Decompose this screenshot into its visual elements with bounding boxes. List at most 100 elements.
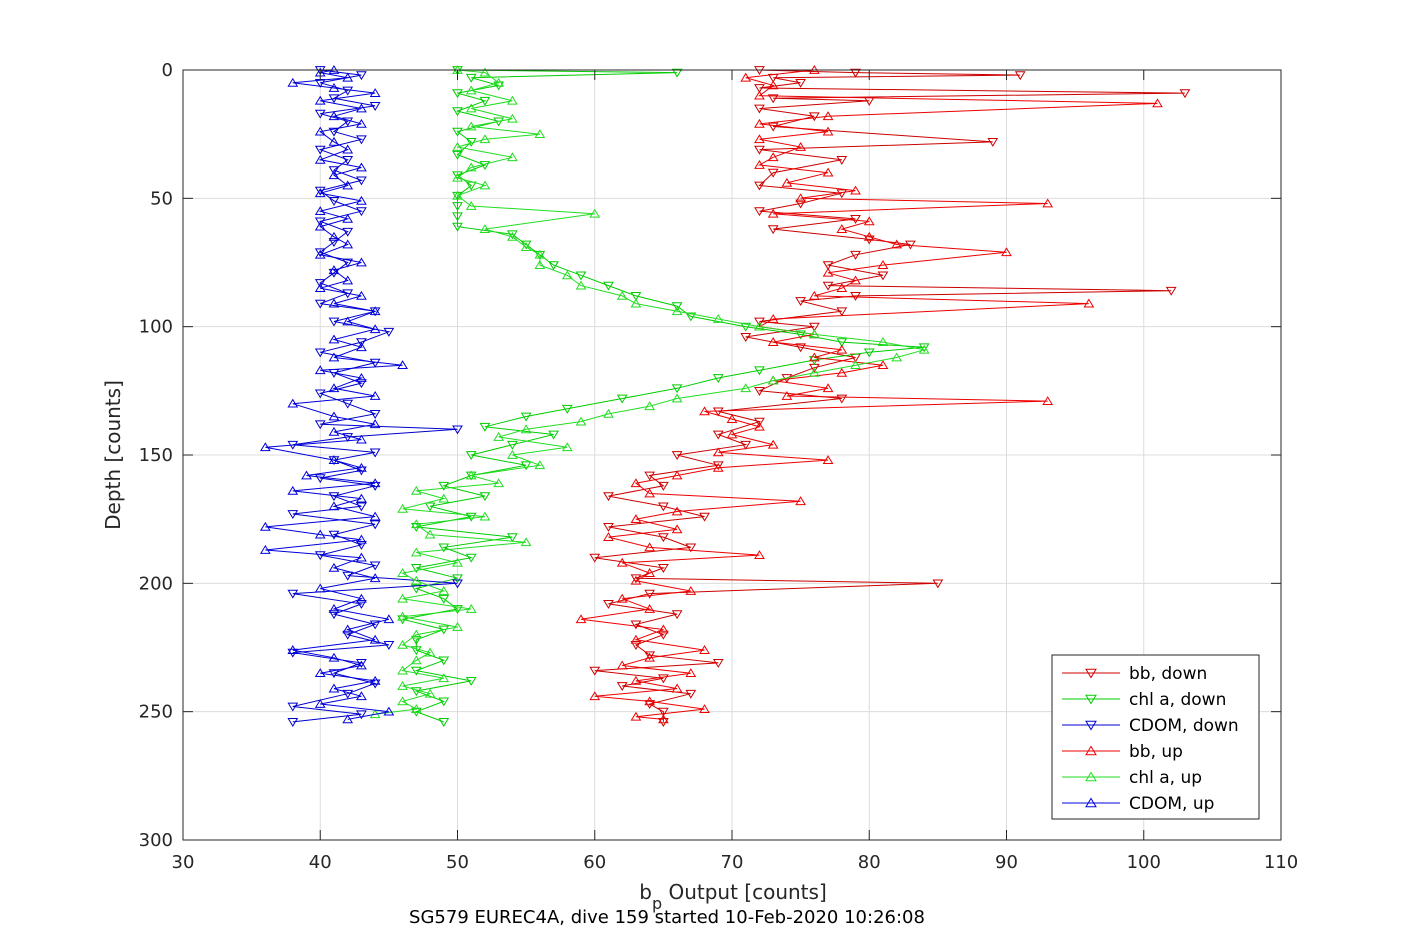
data-point: [740, 333, 752, 342]
data-point: [314, 221, 326, 231]
series-line: [580, 69, 1158, 720]
data-point: [438, 586, 450, 595]
data-point: [507, 231, 518, 241]
data-point: [754, 118, 765, 128]
data-point: [356, 434, 367, 444]
data-point: [369, 520, 381, 530]
data-point: [630, 575, 642, 585]
data-point: [342, 624, 354, 634]
y-tick-label: 50: [150, 188, 173, 209]
data-point: [424, 502, 436, 512]
legend-label: CDOM, down: [1129, 716, 1239, 736]
data-point: [410, 704, 422, 713]
data-point: [369, 390, 381, 400]
data-point: [369, 448, 381, 458]
data-point: [410, 485, 422, 495]
data-point: [657, 533, 669, 543]
data-point: [671, 470, 683, 480]
data-point: [314, 529, 326, 539]
data-point: [644, 488, 656, 498]
data-point: [438, 673, 450, 683]
data-point: [287, 77, 299, 87]
data-point: [356, 257, 367, 267]
data-point: [383, 641, 395, 650]
data-point: [877, 337, 889, 346]
y-tick-label: 150: [139, 445, 173, 466]
data-point: [314, 420, 326, 430]
x-tick-label: 40: [309, 852, 332, 873]
data-point: [699, 512, 710, 522]
data-point: [356, 207, 367, 217]
data-point: [342, 571, 354, 581]
data-point: [328, 352, 340, 362]
data-point: [369, 102, 381, 111]
data-point: [507, 152, 518, 162]
data-point: [259, 521, 271, 531]
data-point: [452, 621, 463, 631]
data-point: [767, 152, 779, 162]
y-tick-label: 100: [139, 317, 173, 338]
data-point: [493, 77, 505, 87]
data-point: [767, 122, 779, 132]
data-point: [836, 394, 848, 404]
data-point: [356, 379, 367, 389]
data-point: [356, 691, 367, 701]
data-point: [342, 239, 354, 249]
data-point: [356, 71, 367, 81]
data-point: [630, 514, 642, 524]
data-point: [767, 208, 779, 218]
data-point: [465, 676, 477, 686]
data-point: [397, 593, 408, 603]
data-point: [630, 574, 642, 584]
data-point: [575, 271, 587, 281]
data-point: [328, 383, 340, 393]
data-point: [850, 275, 861, 285]
data-point: [657, 707, 669, 717]
data-point: [767, 439, 779, 449]
data-point: [836, 338, 848, 348]
data-point: [589, 553, 601, 563]
data-point: [808, 322, 820, 332]
data-point: [493, 478, 505, 488]
data-point: [356, 493, 367, 503]
data-point: [342, 180, 354, 190]
data-point: [356, 599, 367, 609]
data-point: [452, 579, 463, 589]
data-point: [369, 634, 381, 644]
data-point: [767, 94, 779, 104]
data-point: [479, 422, 491, 432]
data-point: [314, 299, 326, 309]
data-point: [754, 134, 765, 144]
data-point: [452, 150, 463, 160]
y-tick-label: 250: [139, 702, 173, 723]
series-line: [375, 69, 925, 715]
data-point: [644, 401, 656, 411]
data-point: [410, 646, 422, 656]
data-point: [671, 384, 683, 394]
data-point: [1001, 247, 1012, 257]
data-point: [479, 161, 491, 170]
y-tick-label: 200: [139, 573, 173, 594]
series-3: [575, 64, 1163, 724]
data-point: [452, 89, 463, 99]
data-point: [671, 524, 683, 534]
data-point: [314, 348, 326, 358]
data-point: [342, 275, 354, 285]
data-point: [657, 714, 669, 724]
data-point: [452, 190, 463, 200]
data-point: [671, 506, 683, 516]
data-point: [342, 213, 354, 223]
data-point: [287, 485, 299, 495]
data-point: [369, 358, 381, 368]
data-point: [754, 207, 765, 217]
data-point: [616, 682, 628, 692]
data-point: [877, 360, 889, 370]
y-tick-label: 0: [162, 60, 173, 81]
data-point: [314, 126, 326, 136]
data-point: [795, 297, 807, 307]
data-point: [314, 474, 326, 484]
x-tick-label: 90: [995, 852, 1018, 873]
data-point: [369, 419, 381, 429]
data-point: [356, 118, 367, 128]
